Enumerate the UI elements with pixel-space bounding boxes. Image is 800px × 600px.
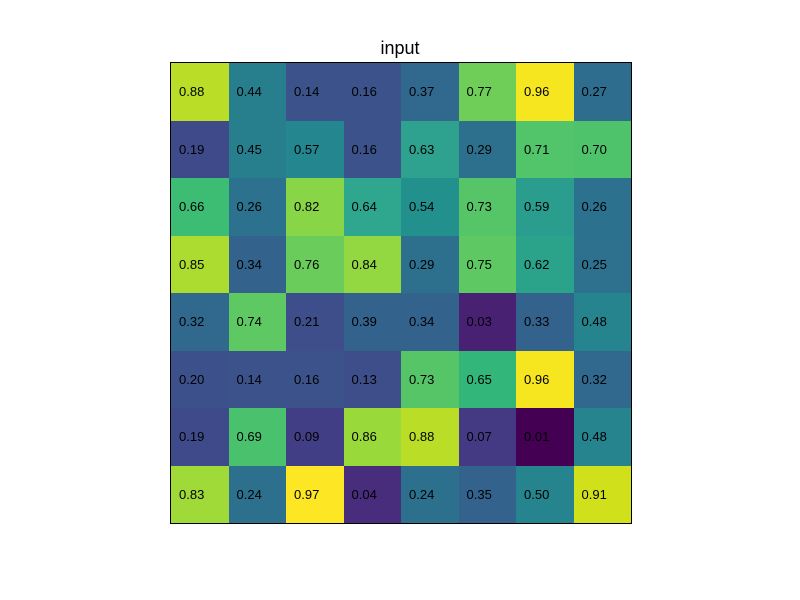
heatmap-cell: 0.97 [286,466,344,524]
heatmap-cell: 0.25 [574,236,632,294]
heatmap-grid: 0.880.440.140.160.370.770.960.270.190.45… [171,63,631,523]
heatmap-cell: 0.16 [344,63,402,121]
heatmap-cell: 0.96 [516,63,574,121]
heatmap-cell: 0.63 [401,121,459,179]
heatmap-cell: 0.20 [171,351,229,409]
heatmap-cell: 0.13 [344,351,402,409]
heatmap-cell: 0.57 [286,121,344,179]
heatmap-cell: 0.91 [574,466,632,524]
heatmap-cell: 0.77 [459,63,517,121]
heatmap-cell: 0.32 [574,351,632,409]
heatmap-cell: 0.73 [459,178,517,236]
heatmap-cell: 0.21 [286,293,344,351]
heatmap-cell: 0.96 [516,351,574,409]
heatmap-cell: 0.76 [286,236,344,294]
heatmap-cell: 0.44 [229,63,287,121]
heatmap-cell: 0.82 [286,178,344,236]
heatmap-cell: 0.35 [459,466,517,524]
heatmap-cell: 0.09 [286,408,344,466]
heatmap-cell: 0.66 [171,178,229,236]
heatmap-cell: 0.84 [344,236,402,294]
heatmap-cell: 0.88 [171,63,229,121]
heatmap-cell: 0.29 [459,121,517,179]
heatmap-container: 0.880.440.140.160.370.770.960.270.190.45… [170,62,632,524]
heatmap-cell: 0.33 [516,293,574,351]
heatmap-cell: 0.65 [459,351,517,409]
heatmap-cell: 0.83 [171,466,229,524]
heatmap-cell: 0.26 [229,178,287,236]
heatmap-cell: 0.69 [229,408,287,466]
heatmap-cell: 0.88 [401,408,459,466]
heatmap-cell: 0.24 [401,466,459,524]
heatmap-cell: 0.48 [574,408,632,466]
heatmap-cell: 0.73 [401,351,459,409]
heatmap-cell: 0.59 [516,178,574,236]
heatmap-cell: 0.24 [229,466,287,524]
heatmap-cell: 0.07 [459,408,517,466]
heatmap-cell: 0.27 [574,63,632,121]
heatmap-cell: 0.39 [344,293,402,351]
heatmap-cell: 0.86 [344,408,402,466]
heatmap-cell: 0.14 [286,63,344,121]
chart-title: input [380,38,419,59]
heatmap-cell: 0.75 [459,236,517,294]
heatmap-cell: 0.50 [516,466,574,524]
heatmap-cell: 0.01 [516,408,574,466]
heatmap-cell: 0.37 [401,63,459,121]
heatmap-cell: 0.19 [171,121,229,179]
heatmap-cell: 0.34 [401,293,459,351]
heatmap-cell: 0.74 [229,293,287,351]
heatmap-cell: 0.04 [344,466,402,524]
heatmap-cell: 0.34 [229,236,287,294]
heatmap-cell: 0.19 [171,408,229,466]
heatmap-cell: 0.32 [171,293,229,351]
heatmap-cell: 0.54 [401,178,459,236]
heatmap-cell: 0.16 [286,351,344,409]
heatmap-cell: 0.29 [401,236,459,294]
heatmap-cell: 0.48 [574,293,632,351]
heatmap-cell: 0.64 [344,178,402,236]
heatmap-cell: 0.14 [229,351,287,409]
heatmap-cell: 0.45 [229,121,287,179]
heatmap-cell: 0.03 [459,293,517,351]
heatmap-cell: 0.71 [516,121,574,179]
heatmap-cell: 0.62 [516,236,574,294]
heatmap-cell: 0.85 [171,236,229,294]
heatmap-cell: 0.70 [574,121,632,179]
heatmap-cell: 0.16 [344,121,402,179]
heatmap-cell: 0.26 [574,178,632,236]
